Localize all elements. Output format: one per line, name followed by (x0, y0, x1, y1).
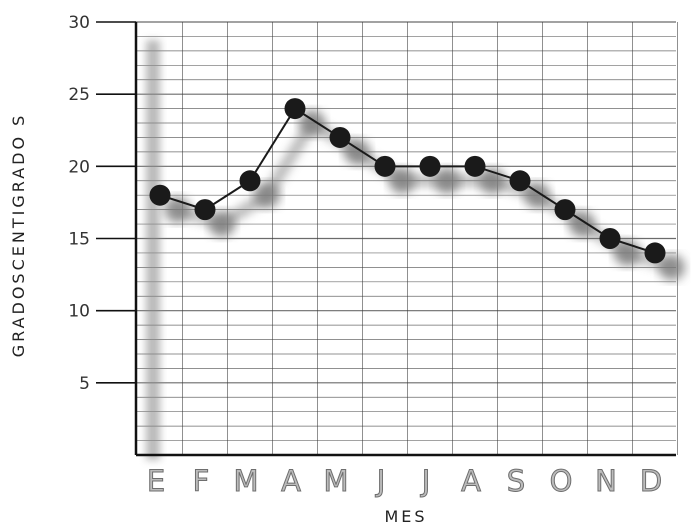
x-tick-label: D (640, 464, 662, 498)
y-tick-group: 5 10 15 20 25 30 (68, 13, 136, 394)
x-tick-label: N (595, 464, 617, 498)
grid-lines (136, 21, 678, 455)
y-tick-label: 15 (68, 230, 90, 250)
x-tick-label: S (507, 464, 525, 498)
data-point (329, 126, 351, 148)
y-tick-label: 20 (68, 157, 90, 177)
y-tick-label: 30 (68, 13, 90, 33)
shadow-point (344, 138, 370, 165)
shadow-point (524, 182, 550, 209)
x-tick-label: E (147, 464, 165, 498)
data-point (464, 155, 486, 177)
x-tick-label: J (375, 464, 386, 498)
x-tick-label: A (461, 464, 481, 498)
data-point (284, 98, 306, 120)
data-point (374, 155, 396, 177)
x-tick-label: J (420, 464, 431, 498)
data-point (194, 199, 216, 221)
shadow-point (659, 254, 685, 281)
x-tick-label: A (281, 464, 301, 498)
shadow-point (299, 110, 325, 137)
x-tick-label: M (323, 464, 348, 498)
shadow-series (164, 110, 685, 281)
x-tick-label: M (233, 464, 258, 498)
shadow-point (434, 167, 460, 194)
shadow-point (389, 167, 415, 194)
y-tick-label: 5 (79, 374, 90, 394)
shadow-point (209, 211, 235, 238)
shadow-point (254, 182, 280, 209)
y-tick-label: 10 (68, 302, 90, 322)
data-point (599, 228, 621, 249)
data-point (509, 170, 531, 192)
x-axis-title: MES (384, 507, 427, 526)
y-tick-label: 25 (68, 85, 90, 105)
data-point (644, 242, 666, 264)
data-point (419, 155, 441, 177)
data-point (554, 199, 576, 221)
temperature-series (149, 98, 666, 264)
x-tick-label: O (550, 464, 573, 498)
shadow-point (569, 211, 595, 238)
data-point (239, 170, 261, 192)
y-axis-shadow (146, 40, 160, 460)
y-axis-title: GRADOSCENTIGRADO S (9, 113, 28, 358)
x-tick-label: F (193, 464, 210, 498)
data-point (149, 184, 171, 206)
